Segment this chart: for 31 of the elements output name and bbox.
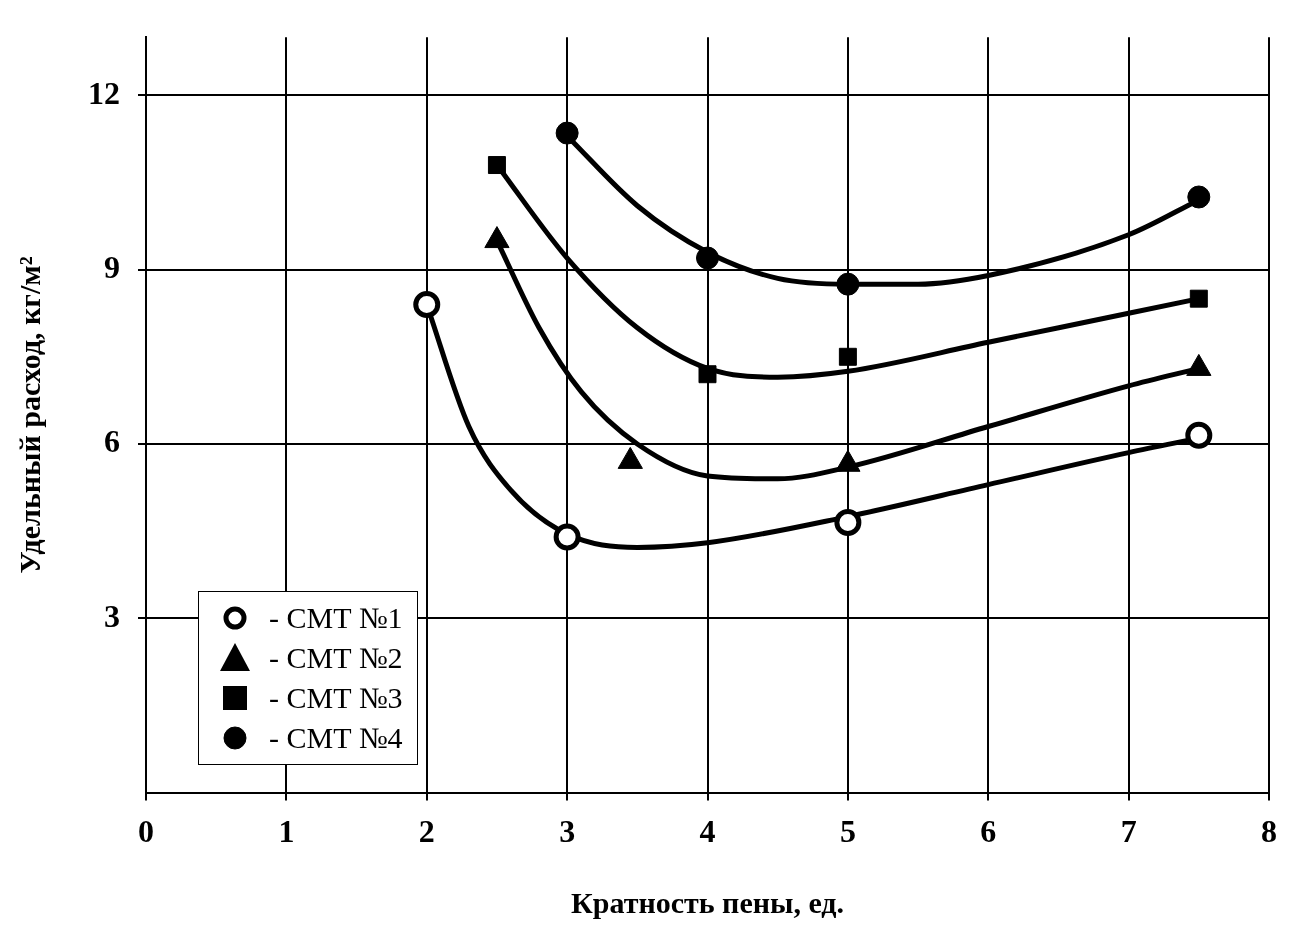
legend-label: - СМТ №4 bbox=[269, 720, 403, 755]
point bbox=[834, 508, 862, 536]
legend-label: - СМТ №3 bbox=[269, 680, 403, 715]
point bbox=[413, 291, 441, 318]
legend-label: - СМТ №2 bbox=[269, 640, 403, 675]
point bbox=[836, 272, 860, 296]
y-tick-label: 12 bbox=[88, 74, 120, 111]
point bbox=[555, 121, 579, 145]
y-axis-title: Удельный расход, кг/м² bbox=[12, 256, 46, 574]
point bbox=[1185, 421, 1213, 449]
x-axis-title: Кратность пены, ед. bbox=[570, 885, 845, 919]
y-tick-label: 9 bbox=[104, 248, 120, 285]
y-tick-label: 6 bbox=[104, 423, 120, 460]
x-tick-label: 0 bbox=[138, 813, 154, 850]
point bbox=[698, 365, 717, 384]
legend-label: - СМТ №1 bbox=[269, 600, 403, 635]
x-tick-label: 5 bbox=[839, 813, 856, 850]
x-tick-label: 1 bbox=[278, 813, 295, 850]
point bbox=[1187, 185, 1211, 209]
point bbox=[1189, 289, 1208, 308]
point bbox=[838, 347, 857, 366]
point bbox=[553, 523, 581, 551]
point bbox=[487, 156, 506, 175]
x-tick-label: 7 bbox=[1120, 813, 1137, 850]
x-tick-label: 8 bbox=[1261, 813, 1277, 850]
x-tick-label: 3 bbox=[559, 813, 576, 850]
x-tick-label: 6 bbox=[980, 813, 997, 850]
x-tick-label: 4 bbox=[699, 813, 716, 850]
x-tick-label: 2 bbox=[418, 813, 435, 850]
point bbox=[696, 246, 719, 270]
y-tick-label: 3 bbox=[104, 597, 120, 634]
